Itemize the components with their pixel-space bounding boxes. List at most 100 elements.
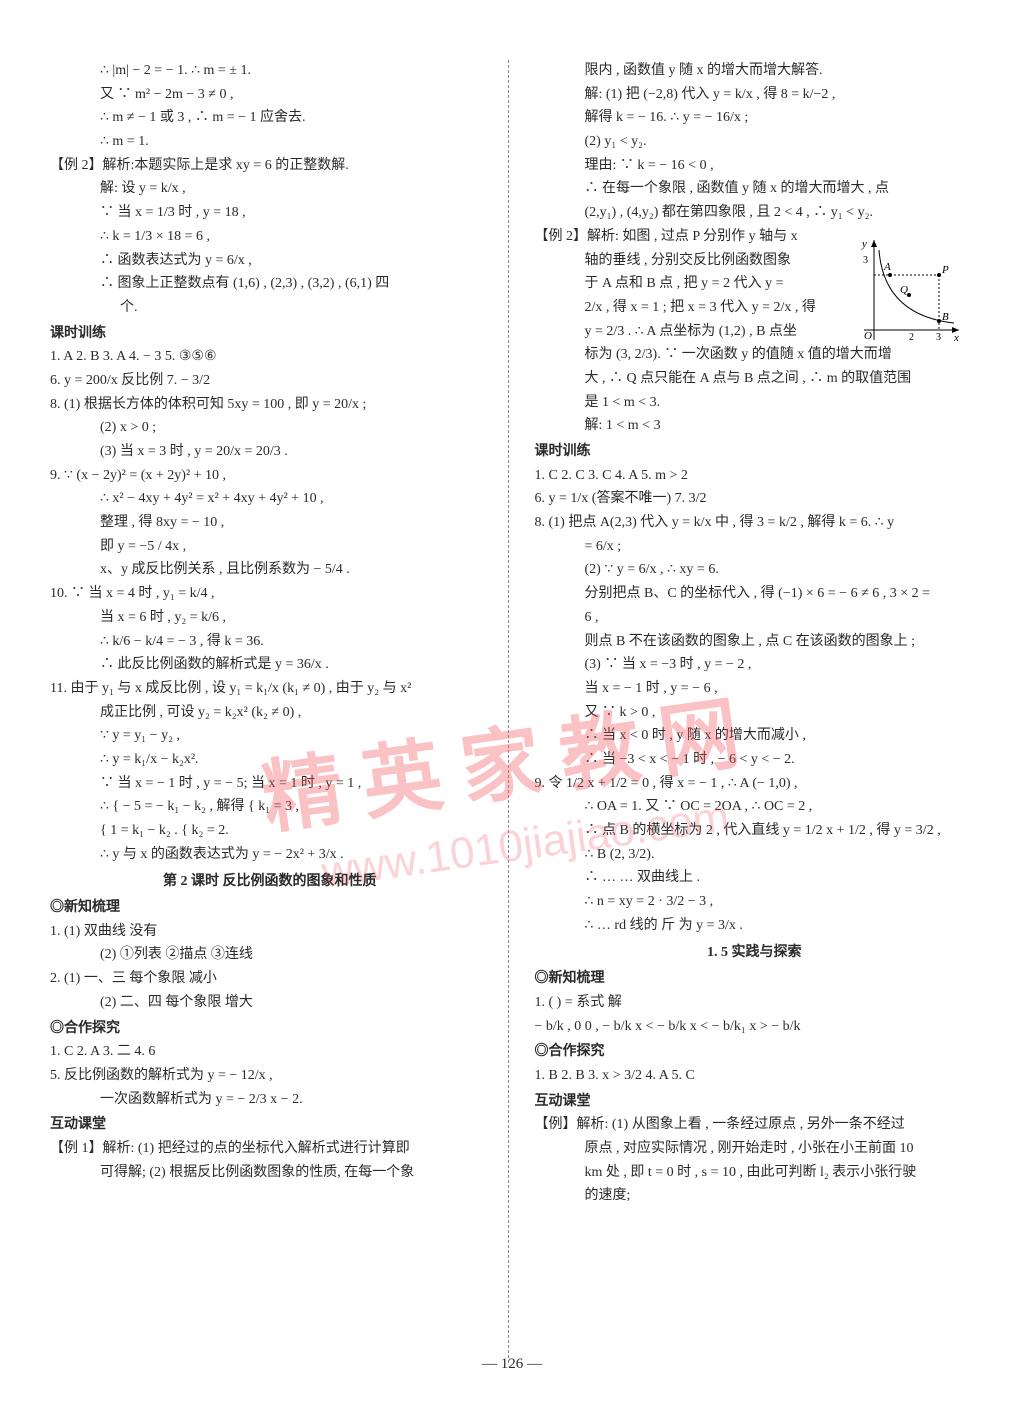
text-line: (2) y₁ < y₂. [535,131,975,153]
svg-text:B: B [942,311,949,323]
page-container: ∴ |m| − 2 = − 1. ∴ m = ± 1. 又 ∵ m² − 2m … [50,60,974,1363]
text-line: 5. 反比例函数的解析式为 y = − 12/x , [50,1065,490,1087]
text-line: ∴ n = xy = 2 · 3/2 − 3 , [535,891,975,913]
section-heading: 课时训练 [535,441,975,463]
text-line: 标为 (3, 2/3). ∵ 一次函数 y 的值随 x 值的增大而增 [535,344,975,366]
text-line: 1. B 2. B 3. x > 3/2 4. A 5. C [535,1065,975,1087]
svg-text:P: P [941,264,949,276]
text-line: 成正比例 , 可设 y₂ = k₂x² (k₂ ≠ 0) , [50,702,490,724]
text-line: ∴ 在每一个象限 , 函数值 y 随 x 的增大而增大 , 点 [535,178,975,200]
text-line: ∴ m = 1. [50,131,490,153]
text-line: 8. (1) 把点 A(2,3) 代入 y = k/x 中 , 得 3 = k/… [535,512,975,534]
svg-text:A: A [883,261,891,273]
text-line: { 1 = k₁ − k₂ . { k₂ = 2. [50,820,490,842]
example2-diagram: P A B Q O x y 2 3 3 [854,235,964,345]
text-line: ∴ m ≠ − 1 或 3 , ∴ m = − 1 应舍去. [50,107,490,129]
text-line: 当 x = − 1 时 , y = − 6 , [535,678,975,700]
text-line: 9. ∵ (x − 2y)² = (x + 2y)² + 10 , [50,465,490,487]
text-line: 1. (1) 双曲线 没有 [50,921,490,943]
text-line: 解得 k = − 16. ∴ y = − 16/x ; [535,107,975,129]
text-line: = 6/x ; [535,536,975,558]
sub-heading: 第 2 课时 反比例函数的图象和性质 [50,871,490,893]
text-line: (2) ①列表 ②描点 ③连线 [50,944,490,966]
text-line: x、y 成反比例关系 , 且比例系数为 − 5/4 . [50,559,490,581]
text-line: − b/k , 0 0 , − b/k x < − b/k x < − b/k₁… [535,1016,975,1038]
svg-text:2: 2 [909,332,914,343]
text-line: ∵ y = y₁ − y₂ , [50,725,490,747]
page-number: — 126 — [0,1356,1024,1373]
svg-text:O: O [864,330,872,342]
text-line: 6. y = 200/x 反比例 7. − 3/2 [50,370,490,392]
text-line: ∴ y 与 x 的函数表达式为 y = − 2x² + 3/x . [50,844,490,866]
text-line: ∴ x² − 4xy + 4y² = x² + 4xy + 4y² + 10 , [50,488,490,510]
section-heading: ◎新知梳理 [50,897,490,919]
text-line: ∴ k = 1/3 × 18 = 6 , [50,226,490,248]
text-line: ∴ 当 −3 < x < − 1 时 , − 6 < y < − 2. [535,749,975,771]
text-line: (2) 二、四 每个象限 增大 [50,992,490,1014]
text-line: 是 1 < m < 3. [535,392,975,414]
section-heading: 互动课堂 [535,1091,975,1113]
text-line: ∴ k/6 − k/4 = − 3 , 得 k = 36. [50,631,490,653]
svg-text:y: y [861,238,867,250]
text-line: 即 y = −5 / 4x , [50,536,490,558]
text-line: ∴ 此反比例函数的解析式是 y = 36/x . [50,654,490,676]
text-line: ∴ 函数表达式为 y = 6/x , [50,250,490,272]
section-heading: ◎合作探究 [50,1018,490,1040]
text-line: ∴ |m| − 2 = − 1. ∴ m = ± 1. [50,60,490,82]
text-line: ∴ OA = 1. 又 ∵ OC = 2OA , ∴ OC = 2 , [535,796,975,818]
text-line: ∴ B (2, 3/2). [535,844,975,866]
sub-heading: 1. 5 实践与探索 [535,942,975,964]
section-heading: ◎合作探究 [535,1041,975,1063]
text-line: ∵ 当 x = − 1 时 , y = − 5; 当 x = 1 时 , y =… [50,773,490,795]
text-line: km 处 , 即 t = 0 时 , s = 10 , 由此可判断 l₂ 表示小… [535,1162,975,1184]
text-line: 限内 , 函数值 y 随 x 的增大而增大解答. [535,60,975,82]
text-line: 【例 1】解析: (1) 把经过的点的坐标代入解析式进行计算即 [50,1138,490,1160]
text-line: 当 x = 6 时 , y₂ = k/6 , [50,607,490,629]
text-line: 10. ∵ 当 x = 4 时 , y₁ = k/4 , [50,583,490,605]
section-heading: 课时训练 [50,323,490,345]
text-line: 8. (1) 根据长方体的体积可知 5xy = 100 , 即 y = 20/x… [50,394,490,416]
svg-text:Q: Q [900,284,908,296]
text-line: (2) ∵ y = 6/x , ∴ xy = 6. [535,559,975,581]
text-line: ∴ … … 双曲线上 . [535,867,975,889]
text-line: 解: 设 y = k/x , [50,178,490,200]
svg-text:3: 3 [863,255,868,266]
text-line: 1. A 2. B 3. A 4. − 3 5. ③⑤⑥ [50,346,490,368]
text-line: 解: 1 < m < 3 [535,415,975,437]
svg-text:x: x [953,332,959,344]
text-line: 个. [50,297,490,319]
text-line: ∵ 当 x = 1/3 时 , y = 18 , [50,202,490,224]
text-line: 的速度; [535,1185,975,1207]
text-line: (3) 当 x = 3 时 , y = 20/x = 20/3 . [50,441,490,463]
text-line: 1. ( ) = 系式 解 [535,992,975,1014]
text-line: 11. 由于 y₁ 与 x 成反比例 , 设 y₁ = k₁/x (k₁ ≠ 0… [50,678,490,700]
text-line: ∴ 图象上正整数点有 (1,6) , (2,3) , (3,2) , (6,1)… [50,273,490,295]
text-line: (3) ∵ 当 x = −3 时 , y = − 2 , [535,654,975,676]
text-line: 分别把点 B、C 的坐标代入 , 得 (−1) × 6 = − 6 ≠ 6 , … [535,583,975,605]
svg-text:3: 3 [936,332,941,343]
text-line: 又 ∵ m² − 2m − 3 ≠ 0 , [50,84,490,106]
left-column: ∴ |m| − 2 = − 1. ∴ m = ± 1. 又 ∵ m² − 2m … [50,60,509,1363]
text-line: 则点 B 不在该函数的图象上 , 点 C 在该函数的图象上 ; [535,631,975,653]
section-heading: 互动课堂 [50,1114,490,1136]
section-heading: ◎新知梳理 [535,968,975,990]
text-line: 理由: ∵ k = − 16 < 0 , [535,155,975,177]
text-line: 原点 , 对应实际情况 , 刚开始走时 , 小张在小王前面 10 [535,1138,975,1160]
text-line: 又 ∵ k > 0 , [535,702,975,724]
text-line: ∴ … rd 线的 斤 为 y = 3/x . [535,915,975,937]
text-line: ∴ 当 x < 0 时 , y 随 x 的增大而减小 , [535,725,975,747]
text-line: 6. y = 1/x (答案不唯一) 7. 3/2 [535,488,975,510]
text-line: 大 , ∴ Q 点只能在 A 点与 B 点之间 , ∴ m 的取值范围 [535,368,975,390]
text-line: 整理 , 得 8xy = − 10 , [50,512,490,534]
text-line: (2,y₁) , (4,y₂) 都在第四象限 , 且 2 < 4 , ∴ y₁ … [535,202,975,224]
text-line: ∴ { − 5 = − k₁ − k₂ , 解得 { k₁ = 3 , [50,796,490,818]
text-line: 【例】解析: (1) 从图象上看 , 一条经过原点 , 另外一条不经过 [535,1114,975,1136]
text-line: 9. 令 1/2 x + 1/2 = 0 , 得 x = − 1 , ∴ A (… [535,773,975,795]
text-line: 解: (1) 把 (−2,8) 代入 y = k/x , 得 8 = k/−2 … [535,84,975,106]
text-line: 可得解; (2) 根据反比例函数图象的性质, 在每一个象 [50,1162,490,1184]
text-line: 6 , [535,607,975,629]
text-line: 一次函数解析式为 y = − 2/3 x − 2. [50,1089,490,1111]
text-line: 【例 2】解析:本题实际上是求 xy = 6 的正整数解. [50,155,490,177]
text-line: 2. (1) 一、三 每个象限 减小 [50,968,490,990]
text-line: ∴ y = k₁/x − k₂x². [50,749,490,771]
